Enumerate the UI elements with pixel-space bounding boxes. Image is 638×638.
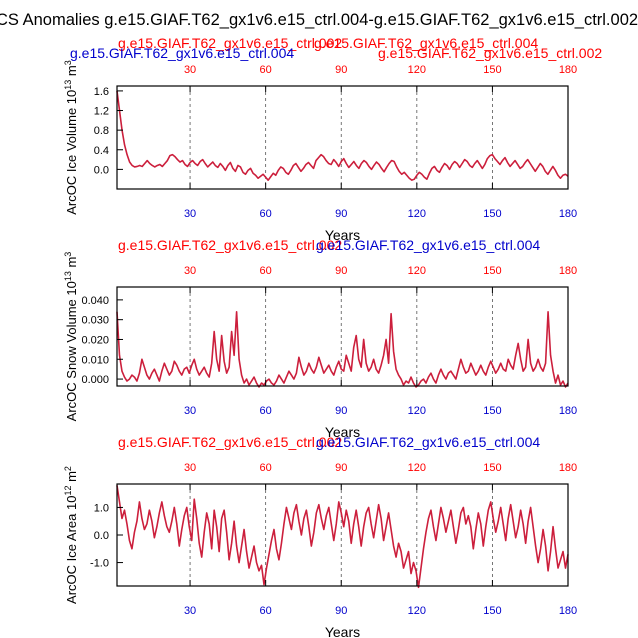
- title-right: g.e15.GIAF.T62_gx1v6.e15_ctrl.004: [316, 237, 540, 253]
- x-tick-label-bottom: 90: [335, 605, 347, 617]
- x-tick-label-top: 90: [335, 265, 347, 277]
- y-tick-label: 0.020: [81, 334, 109, 346]
- y-tick-label: 0.0: [94, 530, 109, 542]
- panel-2: 0.000 0.010 0.020 0.030 0.040 30 30 60 60 90 90 120…: [63, 237, 577, 440]
- y-axis-label-part: 3: [63, 252, 73, 257]
- x-tick-label-bottom: 60: [260, 208, 272, 220]
- x-tick-label-top: 60: [260, 462, 272, 474]
- x-tick-label-top: 90: [335, 462, 347, 474]
- x-tick-label-top: 180: [559, 265, 577, 277]
- y-tick-label: -1.0: [90, 558, 109, 570]
- y-axis-label-part: m: [64, 471, 79, 485]
- y-axis-label-part: ArcOC Snow Volume 10: [64, 281, 79, 421]
- y-tick-label: 0.010: [81, 354, 109, 366]
- y-axis-label-part: 3: [63, 60, 73, 65]
- x-tick-label-top: 150: [483, 462, 501, 474]
- x-tick-label-top: 60: [260, 265, 272, 277]
- y-axis-label-part: 13: [63, 80, 73, 90]
- x-tick-label-top: 30: [184, 64, 196, 76]
- y-tick-label: 1.6: [94, 86, 109, 98]
- x-axis-label: Years: [325, 424, 360, 440]
- title-right: g.e15.GIAF.T62_gx1v6.e15_ctrl.004: [316, 434, 540, 450]
- title-right: g.e15.GIAF.T62_gx1v6.e15_ctrl.002: [378, 45, 602, 61]
- plot-frame: [116, 483, 569, 587]
- x-tick-label-bottom: 90: [335, 405, 347, 417]
- panel-1: 0.0 0.4 0.8 1.2 1.6 30 30 60 60 90 90 120 120 150 150 1…: [63, 35, 602, 243]
- x-tick-label-bottom: 120: [408, 605, 426, 617]
- x-tick-label-bottom: 180: [559, 208, 577, 220]
- y-tick-label: 1.2: [94, 106, 109, 118]
- y-axis-label-part: 13: [63, 271, 73, 281]
- x-axis-label: Years: [325, 227, 360, 243]
- x-axis-label: Years: [325, 624, 360, 638]
- x-tick-label-top: 150: [483, 64, 501, 76]
- y-axis-label-part: 2: [63, 466, 73, 471]
- x-tick-label-top: 120: [408, 462, 426, 474]
- title-left-back: g.e15.GIAF.T62_gx1v6.e15_ctrl.002: [118, 35, 342, 51]
- y-axis-label-part: 12: [63, 486, 73, 496]
- x-tick-label-top: 90: [335, 64, 347, 76]
- x-tick-label-bottom: 60: [260, 405, 272, 417]
- y-tick-label: 0.000: [81, 374, 109, 386]
- series-line: [116, 485, 569, 589]
- plot-frame: [116, 85, 569, 190]
- series-line: [116, 90, 569, 181]
- panel-3: -1.0 0.0 1.0 30 30 60 60 90 90 120 120 150 150 180 180…: [63, 434, 577, 638]
- x-tick-label-bottom: 30: [184, 605, 196, 617]
- y-axis-label-part: ArcOC Ice Area 10: [64, 496, 79, 604]
- y-axis-label-part: m: [64, 65, 79, 79]
- x-tick-label-bottom: 150: [483, 208, 501, 220]
- x-tick-label-top: 120: [408, 64, 426, 76]
- x-tick-label-bottom: 120: [408, 208, 426, 220]
- x-tick-label-bottom: 30: [184, 405, 196, 417]
- x-tick-label-bottom: 180: [559, 405, 577, 417]
- x-tick-label-top: 120: [408, 265, 426, 277]
- x-tick-label-top: 180: [559, 64, 577, 76]
- y-axis-label: ArcOC Snow Volume 1013 m3: [63, 252, 79, 422]
- plot-frame: [116, 286, 569, 387]
- title-left: g.e15.GIAF.T62_gx1v6.e15_ctrl.004: [70, 45, 294, 61]
- y-axis-label: ArcOC Ice Area 1012 m2: [63, 466, 79, 604]
- x-tick-label-top: 30: [184, 462, 196, 474]
- y-axis-label-part: m: [64, 257, 79, 271]
- y-tick-label: 0.0: [94, 164, 109, 176]
- x-tick-label-top: 180: [559, 462, 577, 474]
- title-right-back: g.e15.GIAF.T62_gx1v6.e15_ctrl.004: [314, 35, 538, 51]
- x-tick-label-bottom: 30: [184, 208, 196, 220]
- x-tick-label-top: 30: [184, 265, 196, 277]
- y-tick-label: 1.0: [94, 502, 109, 514]
- y-tick-label: 0.8: [94, 125, 109, 137]
- y-tick-label: 0.4: [94, 145, 109, 157]
- x-tick-label-top: 60: [260, 64, 272, 76]
- x-tick-label-bottom: 150: [483, 405, 501, 417]
- y-axis-label: ArcOC Ice Volume 1013 m3: [63, 60, 79, 214]
- title-left: g.e15.GIAF.T62_gx1v6.e15_ctrl.002: [118, 434, 342, 450]
- series-line: [116, 310, 569, 388]
- x-tick-label-bottom: 60: [260, 605, 272, 617]
- x-tick-label-bottom: 150: [483, 605, 501, 617]
- x-tick-label-bottom: 180: [559, 605, 577, 617]
- y-tick-label: 0.030: [81, 315, 109, 327]
- x-tick-label-bottom: 120: [408, 405, 426, 417]
- y-axis-label-part: ArcOC Ice Volume 10: [64, 90, 79, 215]
- title-left: g.e15.GIAF.T62_gx1v6.e15_ctrl.002: [118, 237, 342, 253]
- x-tick-label-bottom: 90: [335, 208, 347, 220]
- x-tick-label-top: 150: [483, 265, 501, 277]
- y-tick-label: 0.040: [81, 295, 109, 307]
- figure-title: CS Anomalies g.e15.GIAF.T62_gx1v6.e15_ct…: [0, 11, 638, 29]
